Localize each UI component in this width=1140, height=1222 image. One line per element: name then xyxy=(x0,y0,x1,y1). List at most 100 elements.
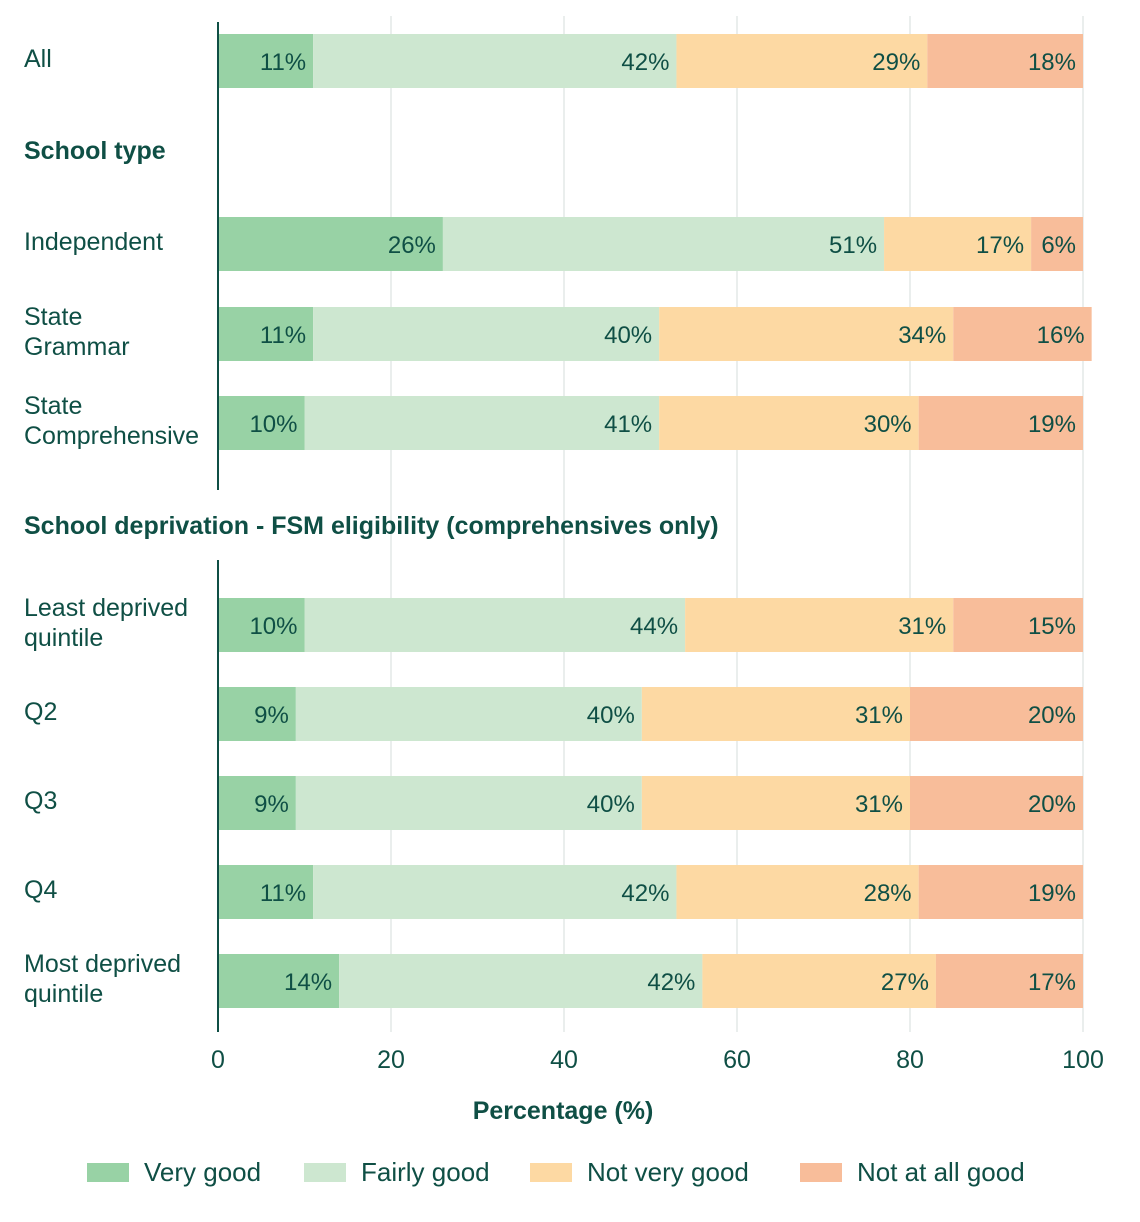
data-label: 44% xyxy=(630,613,678,640)
data-label: 17% xyxy=(1028,969,1076,996)
bar-segment xyxy=(218,954,340,1008)
x-tick-label: 60 xyxy=(723,1046,751,1074)
x-tick-label: 20 xyxy=(377,1046,405,1074)
bar-segment xyxy=(218,598,305,652)
legend-swatch xyxy=(800,1163,842,1182)
x-axis-title: Percentage (%) xyxy=(473,1097,654,1125)
data-label: 40% xyxy=(587,702,635,729)
bar-segment xyxy=(218,865,314,919)
gridlines xyxy=(390,16,1084,1032)
data-label: 6% xyxy=(1041,232,1076,259)
bar-segment xyxy=(935,954,1083,1008)
data-label: 18% xyxy=(1028,49,1076,76)
data-label: 40% xyxy=(604,322,652,349)
data-label: 9% xyxy=(254,791,289,818)
legend-swatch xyxy=(304,1163,346,1182)
legend-label: Not very good xyxy=(587,1157,749,1187)
data-label: 51% xyxy=(829,232,877,259)
category-label: Least deprived quintile xyxy=(24,594,188,652)
data-label: 11% xyxy=(260,880,306,907)
bar-segment xyxy=(218,217,443,271)
x-tick-labels: 0 20 40 60 80 100 xyxy=(211,1046,1104,1074)
data-label: 31% xyxy=(855,702,903,729)
x-tick-label: 0 xyxy=(211,1046,225,1074)
data-label: 17% xyxy=(976,232,1024,259)
data-label: 11% xyxy=(260,49,306,76)
data-label: 28% xyxy=(864,880,912,907)
bar-segment xyxy=(676,865,919,919)
legend-label: Not at all good xyxy=(857,1157,1025,1187)
data-label: 42% xyxy=(647,969,695,996)
data-label: 10% xyxy=(249,411,297,438)
data-label: 14% xyxy=(284,969,332,996)
bar-segment xyxy=(676,34,928,88)
data-label: 26% xyxy=(388,232,436,259)
bar-segment xyxy=(641,776,910,830)
category-label: Q3 xyxy=(24,787,57,815)
category-labels: All School type Independent State Grammar Sta… xyxy=(24,45,719,1008)
x-tick-label: 40 xyxy=(550,1046,578,1074)
bar-segment xyxy=(218,396,305,450)
x-tick-label: 80 xyxy=(896,1046,924,1074)
data-label: 10% xyxy=(249,613,297,640)
group-label: School type xyxy=(24,137,166,165)
data-label: 29% xyxy=(872,49,920,76)
bar-segment xyxy=(927,34,1083,88)
bar-segment xyxy=(295,687,642,741)
bar-segment xyxy=(313,865,677,919)
category-label: State Comprehensive xyxy=(24,392,199,450)
bar-segment xyxy=(295,776,642,830)
data-label: 27% xyxy=(881,969,929,996)
data-label: 15% xyxy=(1028,613,1076,640)
data-label: 20% xyxy=(1028,702,1076,729)
bar-segment xyxy=(918,865,1083,919)
bar-segment xyxy=(313,307,660,361)
legend: Very good Fairly good Not very good Not at … xyxy=(87,1157,1025,1187)
bar-segment xyxy=(1031,217,1083,271)
category-label: Most deprived quintile xyxy=(24,950,181,1008)
x-tick-label: 100 xyxy=(1062,1046,1104,1074)
bar-segment xyxy=(641,687,910,741)
category-label: All xyxy=(24,45,52,73)
bars: 11% 42% 29% 18% 26% 51% 17% 6% 11% 40% 34% 16% 10% 41… xyxy=(218,34,1092,1008)
bar-segment xyxy=(339,954,703,1008)
bar-segment xyxy=(304,396,660,450)
data-label: 11% xyxy=(260,322,306,349)
data-label: 20% xyxy=(1028,791,1076,818)
group-label: School deprivation - FSM eligibility (co… xyxy=(24,512,719,540)
category-label: State Grammar xyxy=(24,303,130,361)
legend-swatch xyxy=(530,1163,572,1182)
category-label: Independent xyxy=(24,228,163,256)
bar-segment xyxy=(910,776,1083,830)
bar-segment xyxy=(442,217,885,271)
bar-segment xyxy=(218,34,314,88)
data-label: 19% xyxy=(1028,880,1076,907)
bar-segment xyxy=(313,34,677,88)
bar-segment xyxy=(659,396,919,450)
data-label: 16% xyxy=(1037,322,1085,349)
data-label: 30% xyxy=(864,411,912,438)
legend-swatch xyxy=(87,1163,129,1182)
data-label: 31% xyxy=(855,791,903,818)
bar-segment xyxy=(953,307,1092,361)
data-label: 42% xyxy=(621,880,669,907)
legend-label: Fairly good xyxy=(361,1157,490,1187)
data-label: 34% xyxy=(898,322,946,349)
bar-segment xyxy=(918,396,1083,450)
data-label: 40% xyxy=(587,791,635,818)
data-label: 19% xyxy=(1028,411,1076,438)
data-label: 31% xyxy=(898,613,946,640)
bar-segment xyxy=(659,307,954,361)
bar-segment xyxy=(218,687,296,741)
bar-segment xyxy=(218,307,314,361)
bar-segment xyxy=(304,598,686,652)
bar-segment xyxy=(910,687,1083,741)
bar-segment xyxy=(218,776,296,830)
data-label: 41% xyxy=(604,411,652,438)
bar-segment xyxy=(884,217,1032,271)
category-label: Q4 xyxy=(24,876,57,904)
legend-label: Very good xyxy=(144,1157,261,1187)
bar-segment xyxy=(685,598,954,652)
bar-segment xyxy=(702,954,936,1008)
